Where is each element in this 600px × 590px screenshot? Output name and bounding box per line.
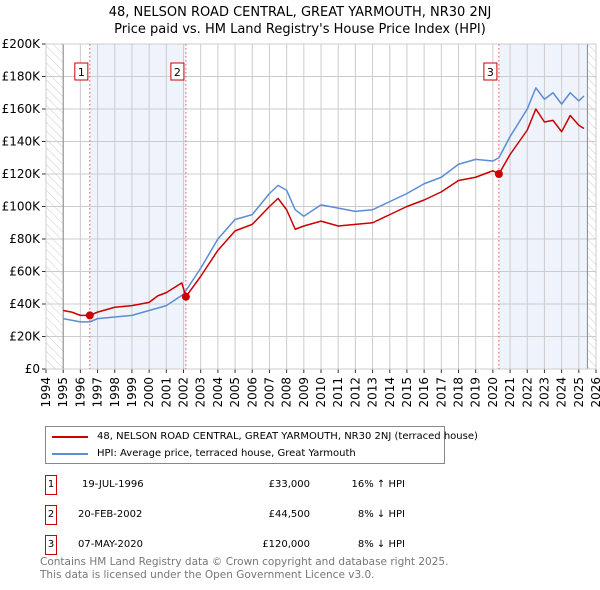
sale-label: 3 [487,66,494,79]
y-tick-label: £80K [9,232,41,246]
x-tick-label: 1994 [39,377,53,408]
legend-red-line-icon [52,435,88,438]
y-tick-label: £160K [2,102,42,116]
sale-row: 3 07-MAY-2020 £120,000 8% ↓ HPI [45,535,405,555]
x-tick-label: 2013 [366,377,380,408]
x-tick-label: 2006 [245,377,259,408]
x-tick-label: 2016 [417,377,431,408]
legend-hpi: HPI: Average price, terraced house, Grea… [97,448,356,459]
sale-hpi-diff: 16% ↑ HPI [351,479,405,490]
chart-title: 48, NELSON ROAD CENTRAL, GREAT YARMOUTH,… [0,4,600,38]
x-tick-label: 2009 [297,377,311,408]
sale-hpi-diff: 8% ↓ HPI [357,539,405,550]
y-tick-label: £40K [9,297,41,311]
y-tick-label: £200K [2,37,42,51]
x-tick-label: 1996 [73,377,87,408]
title-line-2: Price paid vs. HM Land Registry's House … [114,22,486,37]
x-tick-label: 2000 [142,377,156,408]
y-tick-label: £140K [2,135,42,149]
x-tick-label: 2021 [503,377,517,408]
x-tick-label: 2002 [177,377,191,408]
x-tick-label: 2008 [280,377,294,408]
y-tick-label: £60K [9,265,41,279]
legend-blue-line-icon [52,452,88,455]
sale-hpi-diff: 8% ↓ HPI [357,509,405,520]
y-tick-label: £180K [2,70,42,84]
y-tick-label: £20K [9,330,41,344]
x-tick-label: 2005 [228,377,242,408]
x-tick-label: 2014 [383,377,397,408]
legend-property: 48, NELSON ROAD CENTRAL, GREAT YARMOUTH,… [97,431,478,442]
x-tick-label: 2025 [572,377,586,408]
x-tick-label: 2017 [434,377,448,408]
legend: 48, NELSON ROAD CENTRAL, GREAT YARMOUTH,… [45,426,478,464]
x-tick-label: 2001 [159,377,173,408]
sale-marker-number: 3 [45,535,57,555]
plot-frame [45,43,597,370]
footer-line-2: This data is licensed under the Open Gov… [40,569,375,581]
x-tick-label: 2024 [555,377,569,408]
sale-label: 2 [174,66,181,79]
sale-date: 19-JUL-1996 [82,479,144,490]
y-tick-label: £100K [2,200,42,214]
sale-label-box [74,62,89,81]
footer-line-1: Contains HM Land Registry data © Crown c… [40,556,449,568]
sale-label-box [483,62,498,81]
sale-price: £44,500 [268,509,310,520]
sale-marker-number: 1 [45,475,57,495]
y-tick-label: £120K [2,167,42,181]
x-tick-label: 2004 [211,377,225,408]
x-tick-label: 2007 [262,377,276,408]
y-tick-label: £0 [25,362,40,376]
x-tick-label: 1995 [56,377,70,408]
x-tick-label: 2022 [520,377,534,408]
x-tick-label: 2011 [331,377,345,408]
x-tick-label: 2019 [469,377,483,408]
sale-label-box [170,62,185,81]
sale-label: 1 [78,66,85,79]
sale-marker-number: 2 [45,505,57,525]
sale-date: 20-FEB-2002 [78,509,143,520]
x-tick-label: 2018 [452,377,466,408]
x-tick-label: 2023 [537,377,551,408]
title-line-1: 48, NELSON ROAD CENTRAL, GREAT YARMOUTH,… [108,5,492,20]
sale-point [85,311,94,320]
price-chart: 1994 1995 1996 1997 1998 1999 2000 2001 2002 2003… [2,37,600,408]
x-tick-label: 1998 [108,377,122,408]
sale-price: £33,000 [268,479,310,490]
property-price-line [63,108,585,317]
sale-price: £120,000 [262,539,310,550]
footer: Contains HM Land Registry data © Crown c… [40,556,448,582]
hpi-line [63,87,585,323]
sale-point [181,292,190,301]
x-tick-label: 2026 [589,377,600,408]
x-tick-label: 1999 [125,377,139,408]
x-tick-label: 2015 [400,377,414,408]
sale-row: 2 20-FEB-2002 £44,500 8% ↓ HPI [45,505,405,525]
sale-date: 07-MAY-2020 [78,539,144,550]
sale-row: 1 19-JUL-1996 £33,000 16% ↑ HPI [45,475,405,495]
sale-point [494,170,503,178]
x-tick-label: 1997 [91,377,105,408]
x-tick-label: 2012 [348,377,362,408]
x-tick-label: 2003 [194,377,208,408]
x-tick-label: 2010 [314,377,328,408]
x-tick-label: 2020 [486,377,500,408]
